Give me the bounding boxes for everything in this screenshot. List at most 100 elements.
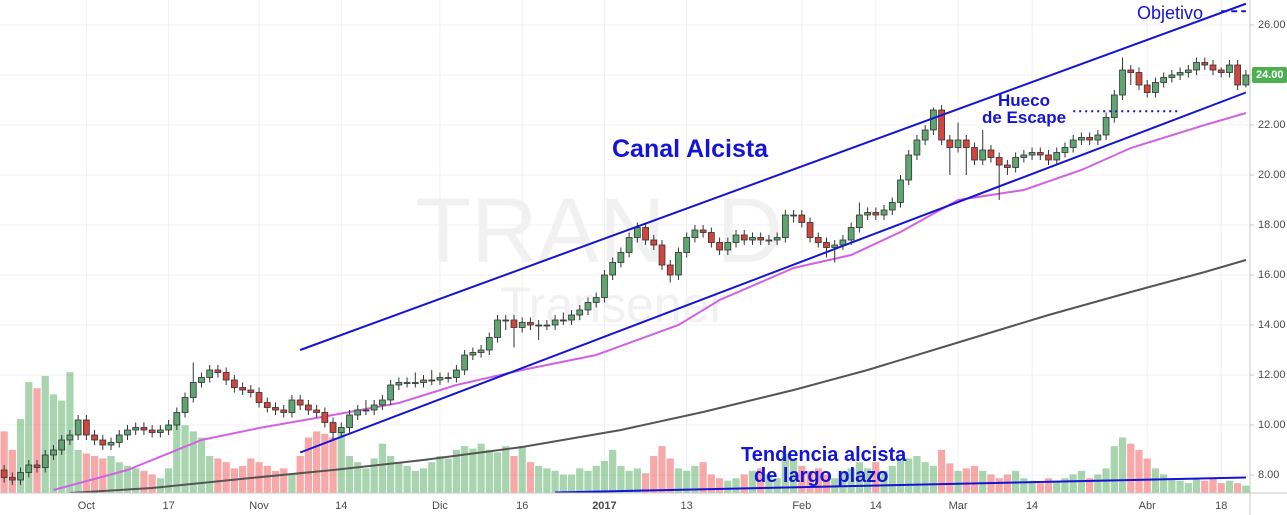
- volume-bar: [395, 462, 403, 493]
- volume-bar: [798, 465, 806, 493]
- candle-body: [403, 382, 411, 384]
- volume-bar: [436, 456, 444, 493]
- trend-line: [299, 2, 1247, 351]
- candle-body: [477, 349, 485, 353]
- candle-body: [831, 244, 839, 248]
- volume-bar: [156, 478, 164, 493]
- volume-bar: [1143, 458, 1151, 493]
- volume-bar: [502, 446, 510, 493]
- y-tick-label: 10.00: [1258, 419, 1286, 431]
- candle-body: [0, 469, 8, 478]
- candle-body: [8, 477, 16, 481]
- candle-body: [814, 237, 822, 243]
- volume-bar: [263, 465, 271, 493]
- candle-body: [510, 319, 518, 328]
- volume-bar: [839, 470, 847, 493]
- volume-bar: [905, 458, 913, 493]
- volume-bar: [715, 478, 724, 493]
- volume-bar: [1201, 480, 1209, 493]
- candle-body: [411, 382, 419, 384]
- volume-bar: [74, 449, 82, 493]
- candle-body: [897, 179, 904, 203]
- volume-bar: [1036, 483, 1044, 493]
- candle-body: [856, 214, 863, 228]
- candle-body: [321, 412, 329, 423]
- candle-body: [1078, 137, 1085, 141]
- candle-body: [263, 402, 271, 408]
- candle-body: [132, 427, 140, 431]
- volume-bar: [1184, 483, 1192, 493]
- candle-body: [601, 274, 608, 298]
- x-tick-label: 16: [516, 500, 528, 512]
- ma-layer: [53, 112, 1247, 493]
- volume-bar: [954, 470, 962, 493]
- x-tick-label: Mar: [949, 500, 968, 512]
- candle-body: [1201, 62, 1209, 66]
- volume-bar: [247, 458, 255, 493]
- volume-bar: [271, 470, 280, 493]
- volume-bar: [707, 474, 715, 493]
- volume-bar: [658, 446, 666, 493]
- volume-bar: [674, 468, 683, 493]
- candle-body: [41, 454, 49, 468]
- x-tick-label: 13: [681, 500, 693, 512]
- volume-bar: [280, 468, 288, 493]
- candle-body: [806, 222, 814, 238]
- volume-bar: [995, 478, 1003, 493]
- volume-bar: [321, 433, 329, 493]
- candle-body: [888, 202, 896, 211]
- volume-bar: [41, 375, 49, 493]
- candle-body: [782, 214, 789, 238]
- candle-body: [1135, 72, 1143, 86]
- candle-body: [313, 409, 320, 413]
- candle-body: [568, 314, 575, 321]
- volume-bar: [584, 470, 592, 493]
- candle-body: [420, 379, 427, 383]
- volume-bar: [189, 431, 197, 493]
- candle-body: [1053, 152, 1061, 161]
- volume-bar: [1176, 480, 1184, 493]
- volume-bar: [452, 449, 461, 493]
- candle-body: [107, 442, 115, 446]
- candle-body: [1086, 137, 1093, 141]
- candle-body: [173, 412, 181, 426]
- candle-body: [699, 229, 707, 233]
- volume-bar: [16, 419, 25, 493]
- candle-layer: [0, 57, 1250, 485]
- volume-bar: [913, 456, 921, 493]
- candle-body: [1061, 147, 1069, 153]
- candle-body: [535, 324, 543, 327]
- candle-body: [921, 129, 929, 141]
- candle-body: [913, 139, 921, 156]
- volume-bar: [90, 456, 99, 493]
- volume-bar: [1020, 478, 1028, 493]
- candle-body: [584, 302, 592, 311]
- volume-bar: [724, 480, 732, 493]
- candle-body: [231, 379, 238, 388]
- candle-body: [675, 252, 682, 276]
- volume-bar: [1086, 478, 1094, 493]
- volume-bar: [1192, 478, 1201, 493]
- candle-body: [1217, 69, 1225, 73]
- candle-body: [329, 422, 337, 433]
- volume-bar: [600, 460, 609, 493]
- candle-body: [749, 237, 756, 241]
- volume-bar: [123, 465, 132, 493]
- volume-bar: [609, 449, 617, 493]
- volume-bar: [732, 478, 740, 493]
- candle-body: [1020, 154, 1028, 158]
- volume-bar: [781, 453, 789, 493]
- candle-body: [954, 139, 962, 148]
- volume-bar: [641, 473, 650, 493]
- volume-bar: [428, 462, 436, 493]
- volume-bar: [1061, 478, 1069, 493]
- volume-bar: [576, 468, 584, 493]
- volume-bar: [419, 468, 428, 493]
- volume-bar: [1127, 443, 1135, 493]
- candle-body: [790, 214, 797, 217]
- volume-layer: [0, 372, 1250, 493]
- annotation: Tendencia alcista: [741, 444, 907, 466]
- volume-bar: [888, 465, 896, 493]
- volume-bar: [535, 465, 543, 493]
